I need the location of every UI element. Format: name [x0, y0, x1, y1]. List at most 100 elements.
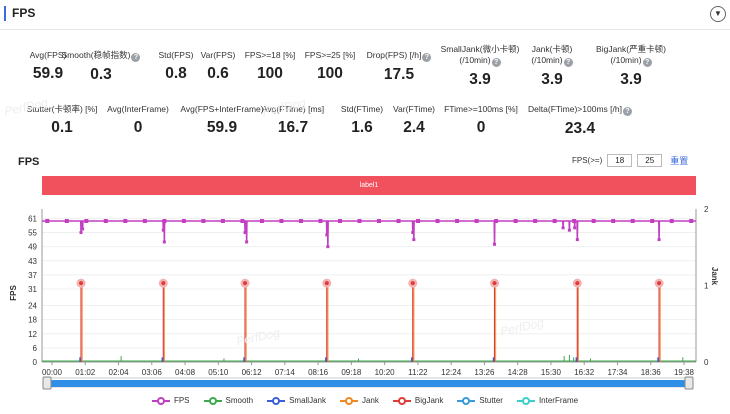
metric-label-text: FTime>=100ms [%]: [444, 104, 518, 114]
fps-point: [377, 219, 382, 224]
metric-label-text: Avg(FPS): [29, 50, 67, 60]
fps-point: [142, 219, 147, 224]
fps-point: [396, 219, 401, 224]
metric-label-text: Std(FTime): [340, 104, 384, 114]
metric-value: 0.8: [165, 65, 187, 82]
legend-swatch-icon: [267, 396, 286, 405]
legend-swatch-icon: [457, 396, 476, 405]
bigjank-marker: [492, 281, 497, 286]
help-icon[interactable]: ?: [422, 53, 432, 62]
bigjank-marker: [410, 281, 415, 286]
fps-dip-point: [326, 245, 330, 249]
fps-point: [669, 219, 674, 224]
x-tick-label: 09:18: [341, 368, 362, 377]
metric-value: 0.3: [90, 66, 112, 83]
fps-point: [435, 219, 440, 224]
legend-item-jank[interactable]: Jank: [339, 396, 379, 405]
fps-dip-point: [243, 231, 247, 235]
fps-point: [337, 219, 342, 224]
help-icon[interactable]: ?: [642, 58, 652, 67]
legend-item-smooth[interactable]: Smooth: [203, 396, 253, 405]
x-tick-label: 08:16: [308, 368, 329, 377]
x-tick-label: 07:14: [275, 368, 296, 377]
metric-metrics_row2-3: Avg(FTime) [ms] 16.7: [233, 104, 353, 137]
y2-axis-label: Jank: [710, 267, 719, 286]
zoom-slider-handle-left[interactable]: [42, 376, 52, 390]
help-icon[interactable]: ?: [622, 107, 632, 116]
metric-value: 23.4: [564, 120, 596, 137]
fps-dip-point: [162, 240, 166, 244]
fps-point: [474, 219, 479, 224]
metric-label-text: Jank(卡顿): [531, 44, 573, 54]
legend-swatch-icon: [392, 396, 411, 405]
fps-dip-point: [245, 240, 249, 244]
y2-tick-label: 1: [704, 282, 709, 291]
metric-value: 0: [476, 119, 486, 136]
legend-label: Jank: [361, 396, 379, 405]
metric-value: 1.6: [351, 119, 373, 136]
metric-label-text: Delta(FTime)>100ms [/h]: [528, 104, 622, 114]
legend-item-interframe[interactable]: InterFrame: [516, 396, 578, 405]
metric-value: 59.9: [32, 65, 64, 82]
fps-point: [591, 219, 596, 224]
metric-label-text: Avg(FTime) [ms]: [261, 104, 325, 114]
zoom-slider-handle-right[interactable]: [684, 376, 694, 390]
legend-item-smalljank[interactable]: SmallJank: [267, 396, 326, 405]
metric-metrics_row2-4: Std(FTime) 1.6: [302, 104, 422, 137]
fps-point: [572, 219, 577, 224]
fps-point: [552, 219, 557, 224]
metric-label-unit: (/10min)?: [420, 55, 540, 67]
bigjank-marker: [161, 281, 166, 286]
label-band[interactable]: label1: [42, 176, 696, 195]
fps-threshold-controls: FPS(>=) 18 25 重置: [572, 154, 688, 167]
metric-value: 100: [257, 65, 283, 82]
fps-point: [357, 219, 362, 224]
fps-point: [611, 219, 616, 224]
metric-label-text: Avg(FPS+InterFrame): [180, 104, 264, 114]
y-tick-label: 31: [28, 285, 37, 294]
x-tick-label: 10:20: [375, 368, 396, 377]
legend-label: BigJank: [414, 396, 444, 405]
metric-label-text: Var(FPS): [200, 50, 236, 60]
metric-label-text: Smooth(稳帧指数): [61, 50, 131, 60]
bigjank-marker: [243, 281, 248, 286]
legend-item-bigjank[interactable]: BigJank: [392, 396, 444, 405]
metric-value: 2.4: [403, 119, 425, 136]
metric-value: 0.6: [207, 65, 229, 82]
help-icon[interactable]: ?: [131, 53, 141, 62]
fps-dip-point: [79, 231, 83, 235]
zoom-slider-range: [46, 380, 690, 387]
metric-metrics_row2-0: Stutter(卡顿率) [%] 0.1: [2, 104, 122, 137]
metric-metrics_row1-8: Jank(卡顿) (/10min)? 3.9: [492, 44, 612, 89]
metric-value: 59.9: [206, 119, 238, 136]
x-tick-label: 18:36: [641, 368, 662, 377]
legend-label: FPS: [173, 396, 190, 405]
metric-label-text: Drop(FPS) [/h]: [366, 50, 422, 60]
legend-item-stutter[interactable]: Stutter: [457, 396, 503, 405]
metric-label: Drop(FPS) [/h]?: [339, 50, 459, 62]
metric-label-unit-text: (/10min): [459, 55, 491, 65]
bigjank-marker: [657, 281, 662, 286]
metric-label: Delta(FTime)>100ms [/h]?: [520, 104, 640, 116]
metric-label-unit-text: (/10min): [531, 55, 563, 65]
legend-item-fps[interactable]: FPS: [151, 396, 190, 405]
metric-label-text: Avg(InterFrame): [107, 104, 169, 114]
y-tick-label: 55: [28, 229, 37, 238]
metric-value: 16.7: [277, 119, 309, 136]
help-icon[interactable]: ?: [491, 58, 501, 67]
bigjank-marker: [79, 281, 84, 286]
legend-swatch-icon: [203, 396, 222, 405]
fps-point: [162, 219, 167, 224]
x-tick-label: 01:02: [75, 368, 96, 377]
fps-dip-point: [567, 228, 571, 232]
metric-value: 3.9: [541, 71, 563, 88]
fps-threshold-input-2[interactable]: 25: [637, 154, 663, 167]
fps-threshold-input-1[interactable]: 18: [607, 154, 633, 167]
legend-label: Stutter: [479, 396, 503, 405]
x-tick-label: 06:12: [242, 368, 263, 377]
x-tick-label: 13:26: [474, 368, 495, 377]
y-tick-label: 0: [33, 358, 38, 367]
help-icon[interactable]: ?: [563, 58, 573, 67]
reset-button[interactable]: 重置: [670, 156, 689, 166]
collapse-chevron-icon[interactable]: ▼: [710, 6, 726, 22]
